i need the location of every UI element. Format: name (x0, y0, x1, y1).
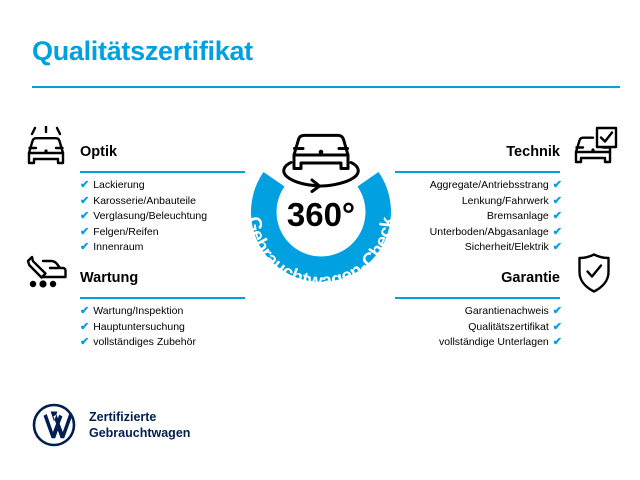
check-icon: ✔ (552, 210, 562, 222)
car-checkbox-icon (570, 126, 618, 170)
section-garantie-divider (395, 297, 560, 299)
section-wartung-list: ✔ Wartung/Inspektion ✔ Hauptuntersuchung ✔… (80, 304, 196, 351)
section-technik-header: Technik (395, 126, 620, 173)
list-item-label: Felgen/Reifen (93, 225, 159, 238)
footer-claim-line2: Gebrauchtwagen (89, 426, 191, 440)
check-icon: ✔ (552, 320, 562, 333)
list-item-label: vollständiges Zubehör (93, 336, 196, 348)
list-item-label: Innenraum (93, 241, 144, 253)
footer-brand: Zertifizierte Gebrauchtwagen (32, 403, 190, 447)
list-item-label: Sicherheit/Elektrik (464, 241, 549, 253)
check-icon: ✔ (80, 241, 90, 253)
check-icon: ✔ (80, 194, 90, 207)
check-icon: ✔ (552, 194, 562, 207)
check-icon: ✔ (552, 179, 562, 191)
section-optik-title: Optik (80, 144, 118, 160)
section-optik-header: Optik (20, 125, 245, 173)
check-icon: ✔ (80, 305, 90, 317)
section-technik-divider (395, 171, 560, 173)
check-icon: ✔ (80, 336, 90, 348)
list-item-label: Lackierung (93, 179, 145, 191)
check-icon: ✔ (80, 210, 90, 222)
section-wartung-title: Wartung (80, 270, 139, 286)
list-item-label: Aggregate/Antriebsstrang (429, 179, 549, 191)
car-shine-icon (22, 125, 70, 170)
list-item-label: Unterboden/Abgasanlage (429, 225, 549, 238)
section-technik-list: Aggregate/Antriebsstrang ✔ Lenkung/Fahrwe… (430, 178, 562, 256)
footer-claim: Zertifizierte Gebrauchtwagen (89, 409, 190, 441)
section-technik-title: Technik (506, 144, 560, 160)
badge-center-label: 360° (287, 196, 355, 233)
list-item-label: Hauptuntersuchung (93, 320, 185, 333)
list-item: ✔ Felgen/Reifen (80, 225, 207, 241)
list-item: Unterboden/Abgasanlage ✔ (430, 225, 562, 241)
list-item: Sicherheit/Elektrik ✔ (430, 240, 562, 256)
section-garantie-title: Garantie (501, 270, 560, 286)
check-icon: ✔ (552, 225, 562, 238)
check-icon: ✔ (552, 336, 562, 348)
check-icon: ✔ (80, 179, 90, 191)
shield-check-icon (570, 252, 618, 296)
list-item: Lenkung/Fahrwerk ✔ (430, 194, 562, 210)
list-item: ✔ Lackierung (80, 178, 207, 194)
list-item-label: Bremsanlage (486, 210, 549, 222)
check-icon: ✔ (80, 320, 90, 333)
list-item: Aggregate/Antriebsstrang ✔ (430, 178, 562, 194)
list-item: Garantienachweis ✔ (439, 304, 562, 320)
section-optik-divider (80, 171, 245, 173)
section-garantie-header: Garantie (395, 252, 620, 299)
car-rotate-icon (282, 133, 360, 193)
check-icon: ✔ (552, 241, 562, 253)
list-item: Qualitätszertifikat ✔ (439, 320, 562, 336)
list-item: Bremsanlage ✔ (430, 209, 562, 225)
list-item-label: Garantienachweis (464, 305, 549, 317)
list-item: ✔ vollständiges Zubehör (80, 335, 196, 351)
section-optik-list: ✔ Lackierung ✔ Karosserie/Anbauteile ✔ Verg… (80, 178, 207, 256)
section-garantie: Garantie Garantienachweis ✔ Qualitätszert… (395, 252, 620, 348)
list-item: ✔ Hauptuntersuchung (80, 320, 196, 336)
car-wrench-icon (22, 252, 70, 296)
vw-logo (32, 403, 76, 447)
list-item-label: Verglasung/Beleuchtung (93, 210, 208, 222)
check-icon: ✔ (80, 225, 90, 238)
list-item-label: vollständige Unterlagen (439, 336, 549, 348)
page-title: Qualitätszertifikat (32, 36, 253, 66)
list-item: ✔ Karosserie/Anbauteile (80, 194, 207, 210)
badge-360-gebrauchtwagen-check: Gebrauchtwagen-Check 360° (230, 118, 412, 304)
section-optik: Optik ✔ Lackierung ✔ Karosserie/Anbauteile… (20, 125, 245, 253)
footer-claim-line1: Zertifizierte (89, 410, 157, 424)
title-divider (32, 86, 620, 88)
section-wartung-divider (80, 297, 245, 299)
list-item-label: Karosserie/Anbauteile (93, 194, 196, 207)
list-item-label: Wartung/Inspektion (93, 305, 184, 317)
list-item: ✔ Innenraum (80, 240, 207, 256)
check-icon: ✔ (552, 305, 562, 317)
list-item: ✔ Wartung/Inspektion (80, 304, 196, 320)
list-item: vollständige Unterlagen ✔ (439, 335, 562, 351)
list-item-label: Lenkung/Fahrwerk (461, 194, 549, 207)
section-garantie-list: Garantienachweis ✔ Qualitätszertifikat ✔ v… (439, 304, 562, 351)
section-wartung: Wartung ✔ Wartung/Inspektion ✔ Hauptunters… (20, 252, 245, 348)
section-wartung-header: Wartung (20, 252, 245, 299)
badge-ring (251, 172, 391, 282)
section-technik: Technik Aggregate/Antriebsstrang ✔ Lenkun… (395, 126, 620, 253)
list-item: ✔ Verglasung/Beleuchtung (80, 209, 207, 225)
list-item-label: Qualitätszertifikat (468, 320, 549, 333)
